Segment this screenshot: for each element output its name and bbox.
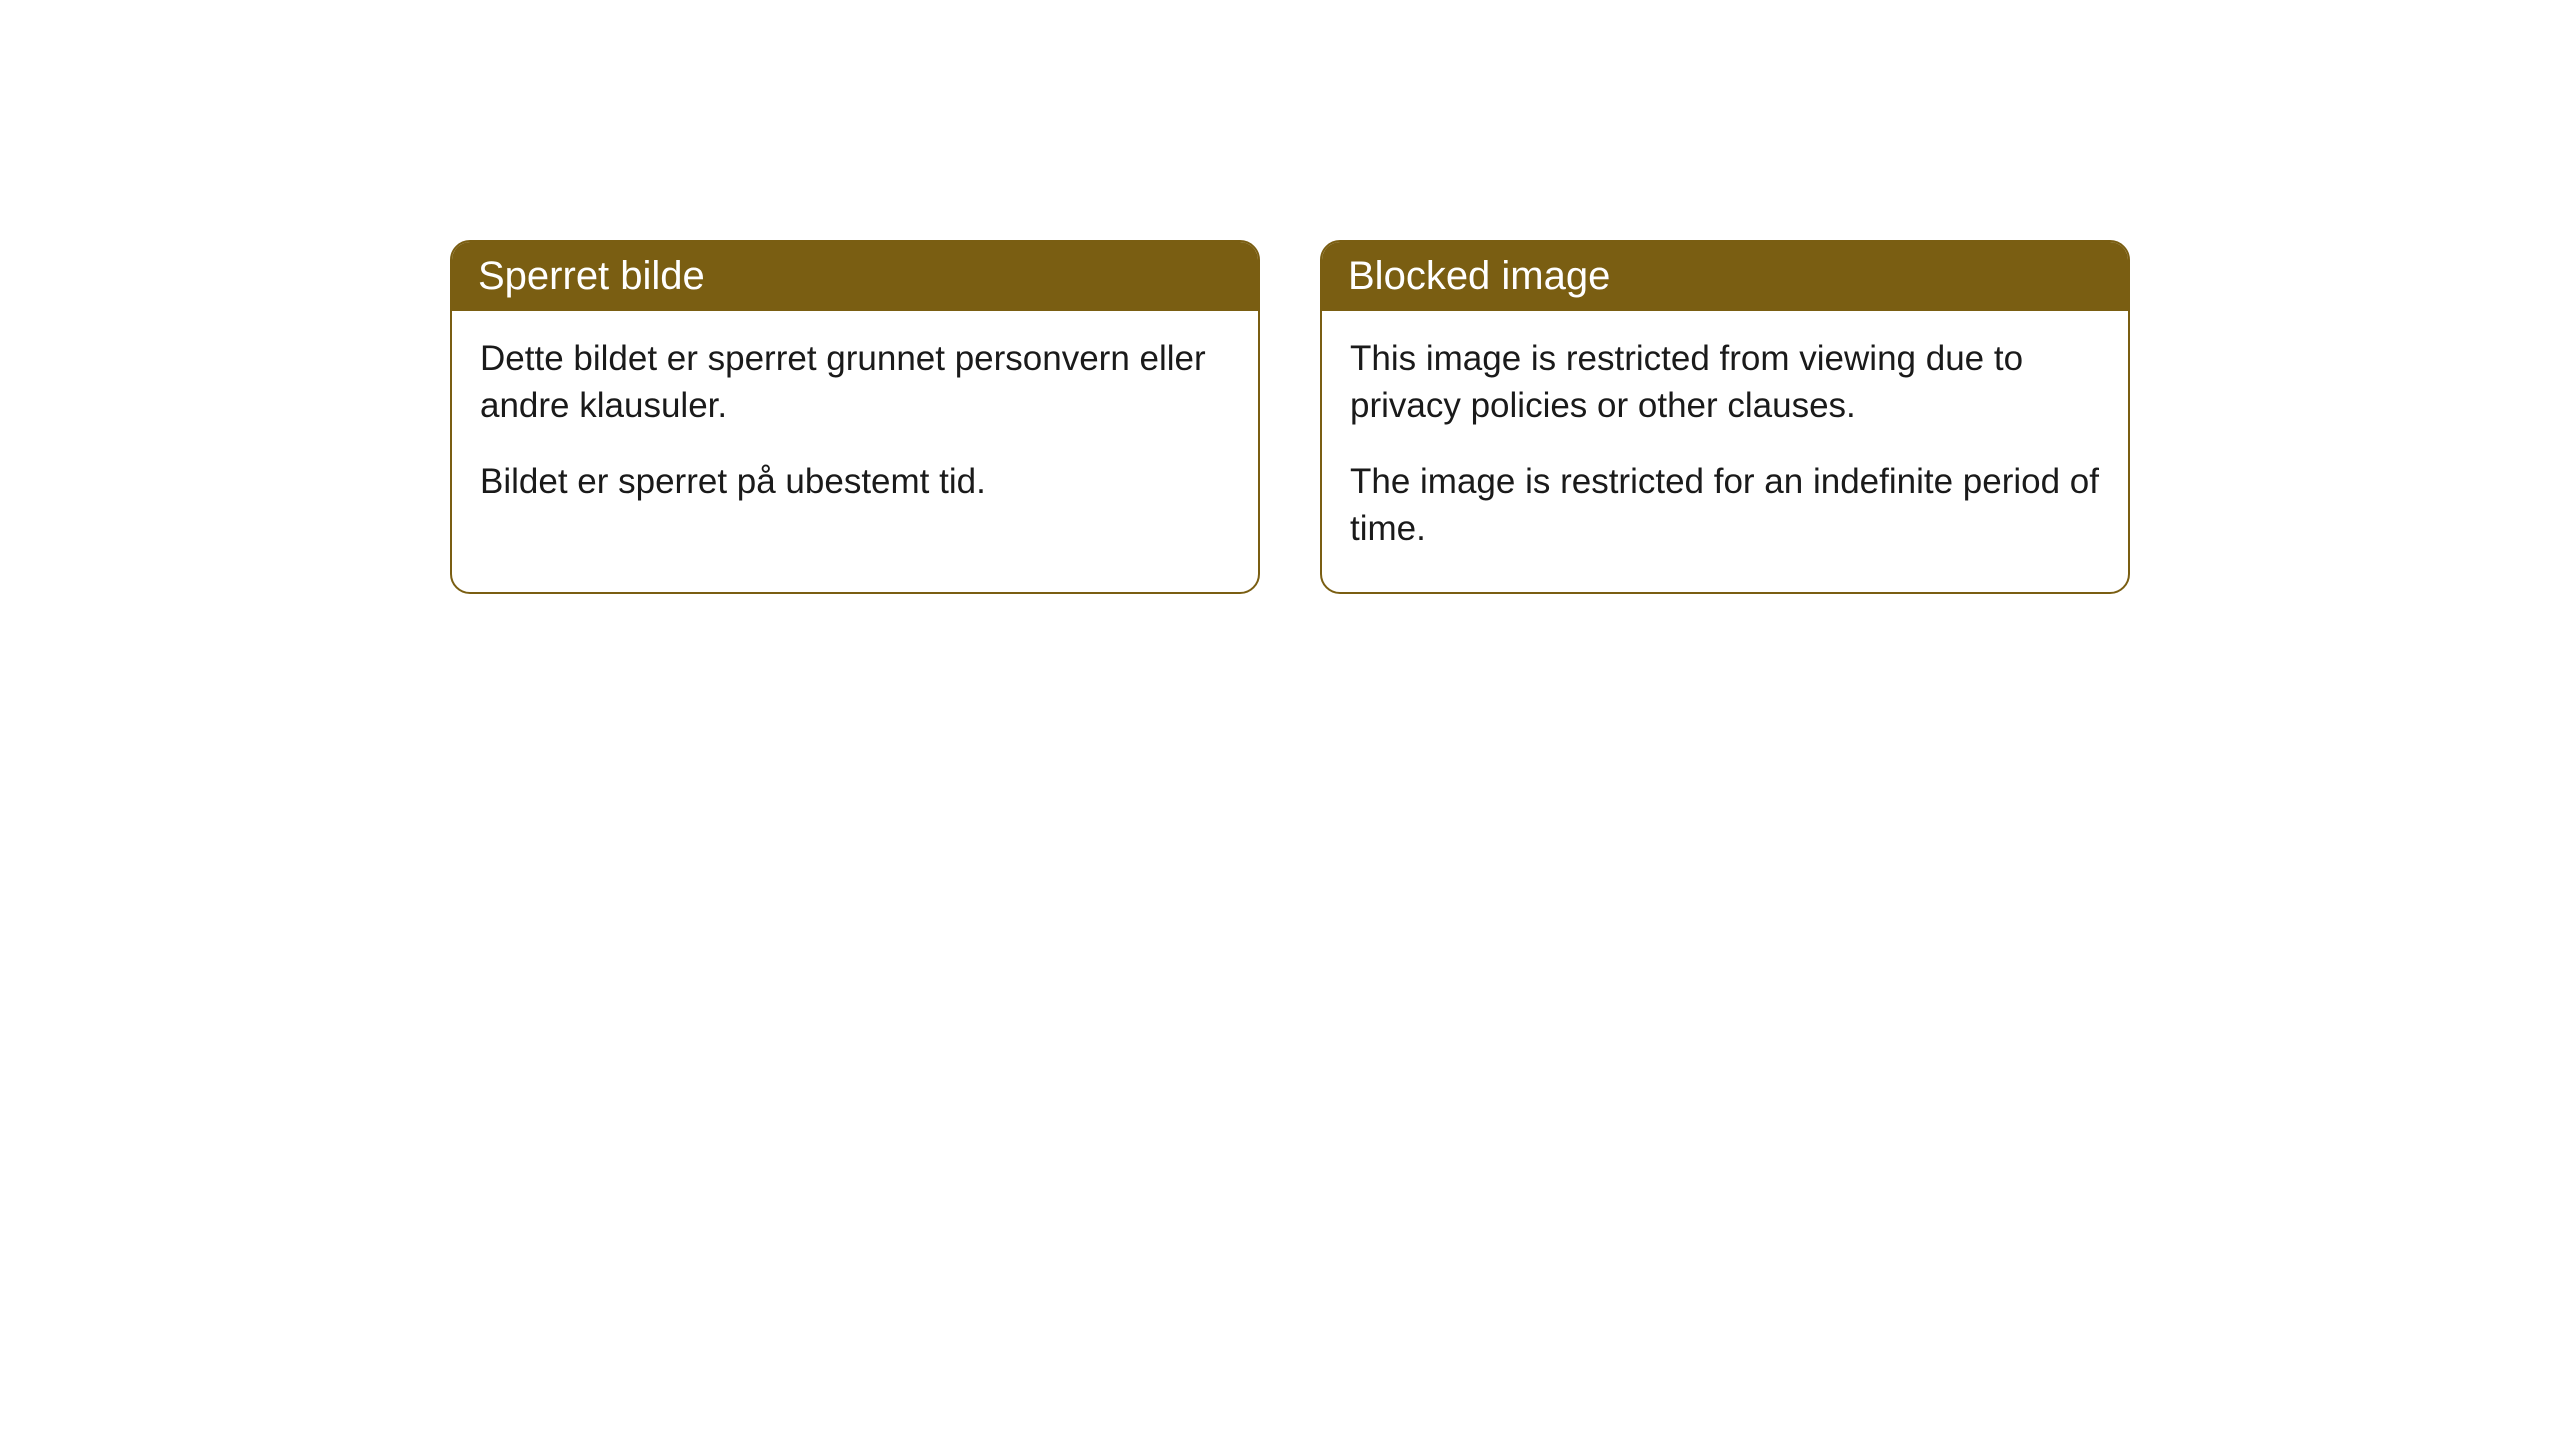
card-paragraph: Bildet er sperret på ubestemt tid. <box>480 458 1230 505</box>
card-header: Blocked image <box>1322 242 2128 311</box>
card-paragraph: This image is restricted from viewing du… <box>1350 335 2100 430</box>
card-header: Sperret bilde <box>452 242 1258 311</box>
blocked-image-card-english: Blocked image This image is restricted f… <box>1320 240 2130 594</box>
card-body: This image is restricted from viewing du… <box>1322 311 2128 592</box>
card-paragraph: Dette bildet er sperret grunnet personve… <box>480 335 1230 430</box>
cards-container: Sperret bilde Dette bildet er sperret gr… <box>450 240 2130 594</box>
blocked-image-card-norwegian: Sperret bilde Dette bildet er sperret gr… <box>450 240 1260 594</box>
card-paragraph: The image is restricted for an indefinit… <box>1350 458 2100 553</box>
card-body: Dette bildet er sperret grunnet personve… <box>452 311 1258 545</box>
